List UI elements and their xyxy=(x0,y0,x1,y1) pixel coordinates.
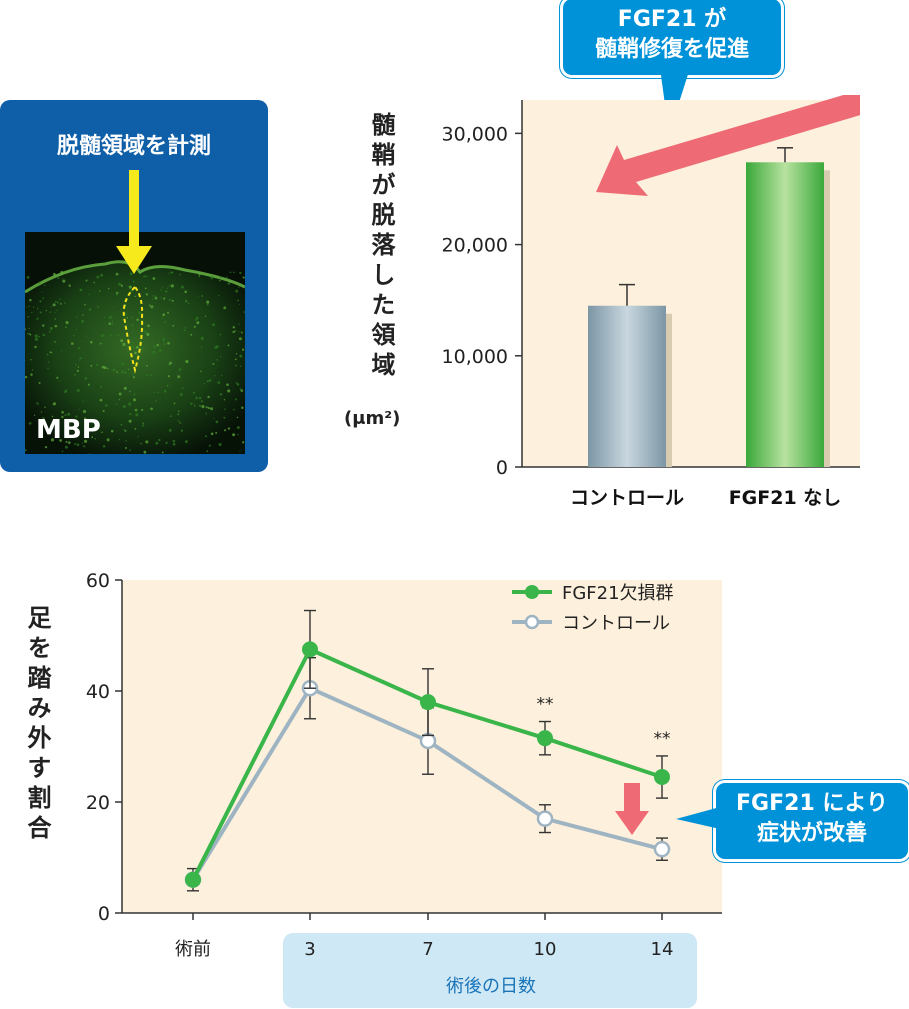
line-x-tick-label: 10 xyxy=(534,939,557,960)
stain-speckles xyxy=(25,270,245,454)
series-significance: ** xyxy=(654,729,671,749)
legend-marker-open xyxy=(524,614,540,630)
yellow-arrow xyxy=(116,170,152,274)
line-y-tick-label: 0 xyxy=(98,903,110,925)
series-point-open xyxy=(653,840,671,858)
line-y-tick-label: 20 xyxy=(86,792,110,814)
series-point-open xyxy=(536,810,554,827)
callout-top-line2: 髄鞘修復を促進 xyxy=(594,37,749,62)
pink-down-arrow xyxy=(615,783,649,835)
bar-y-tick-label: 0 xyxy=(496,457,508,479)
mbp-micrograph xyxy=(25,232,245,454)
line-chart-ylabel: 足を踏み外す割合 xyxy=(23,605,51,845)
demyelinated-outline xyxy=(122,285,144,374)
tissue-region xyxy=(25,261,245,454)
bar-chart-ylabel: 髄鞘が脱落した領域 xyxy=(367,112,395,382)
legend-label: FGF21欠損群 xyxy=(562,583,674,604)
bar-y-tick-label: 10,000 xyxy=(442,346,508,368)
callout-bottom-line2: 症状が改善 xyxy=(756,821,867,846)
legend-marker-filled xyxy=(525,585,539,599)
micrograph-svg xyxy=(25,232,245,454)
series-point-filled xyxy=(537,730,553,747)
mbp-panel-title: 脱髄領域を計測 xyxy=(56,134,211,159)
mbp-stain-label: MBP xyxy=(36,415,101,445)
line-y-tick-label: 60 xyxy=(86,570,110,592)
bar-y-tick-label: 20,000 xyxy=(442,235,508,257)
callout-top-line1: FGF21 が xyxy=(617,7,727,32)
series-point-filled xyxy=(302,641,318,658)
bar-y-tick-label: 30,000 xyxy=(442,123,508,145)
postop-days-band xyxy=(283,933,697,1008)
series-point-filled xyxy=(185,871,201,888)
callout-bottom-pointer xyxy=(676,807,720,829)
bar-category-label: コントロール xyxy=(570,487,684,509)
bar-category-label: FGF21 なし xyxy=(729,487,842,509)
pink-arrow-to-control xyxy=(596,95,860,196)
series-point-filled xyxy=(654,769,670,786)
line-y-tick-label: 40 xyxy=(86,681,110,703)
bar-chart-yunit: (μm²) xyxy=(344,408,401,429)
line-x-axis-label: 術後の日数 xyxy=(446,976,536,997)
callout-symptom-improvement: FGF21 により 症状が改善 xyxy=(713,780,909,862)
bar xyxy=(588,305,666,467)
line-x-tick-label: 術前 xyxy=(175,939,211,960)
series-point-filled xyxy=(420,694,436,711)
line-x-tick-label: 7 xyxy=(422,939,433,960)
bar xyxy=(746,162,824,467)
series-significance: ** xyxy=(537,695,554,715)
callout-myelin-repair: FGF21 が 髄鞘修復を促進 xyxy=(560,0,784,78)
callout-bottom-line1: FGF21 により xyxy=(736,791,888,816)
line-x-tick-label: 14 xyxy=(651,939,674,960)
line-x-tick-label: 3 xyxy=(304,939,315,960)
legend-label: コントロール xyxy=(562,613,670,634)
